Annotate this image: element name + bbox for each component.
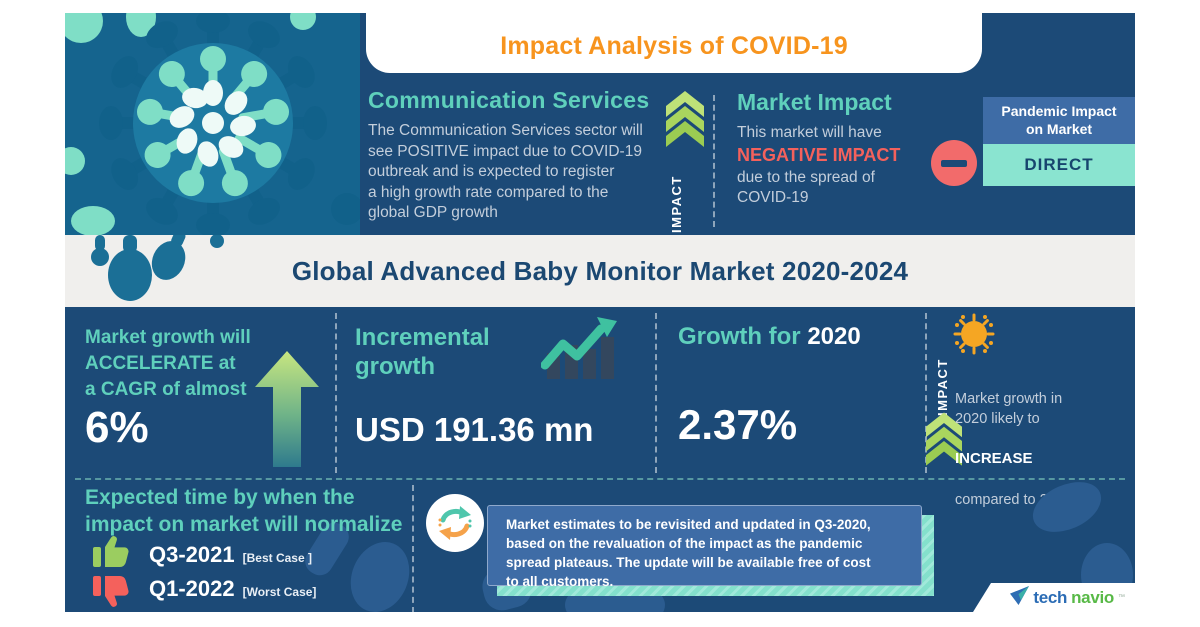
normalize-heading: Expected time by when the impact on mark… [85,486,403,536]
thumbs-down-icon [93,569,131,608]
note-box: Market estimates to be revisited and upd… [487,505,922,589]
market-impact-line1: This market will have [737,124,882,141]
growth-2020-heading: Growth for 2020 [678,323,861,351]
pandemic-impact-box: Pandemic Impact on Market DIRECT [983,97,1135,186]
market-title-band: Global Advanced Baby Monitor Market 2020… [65,235,1135,307]
pandemic-impact-value: DIRECT [983,144,1135,186]
best-case-value: Q3-2021 [149,541,235,567]
best-case-label: [Best Case ] [242,550,312,565]
increase-highlight: INCREASE [955,450,1033,467]
growth-heading-text: Growth for [678,323,801,350]
stats-divider-2 [655,313,657,473]
up-chevrons-icon-2 [925,412,963,471]
sector-description: The Communication Services sector will s… [368,122,643,222]
negative-impact-highlight: NEGATIVE IMPACT [737,144,901,165]
market-impact-rest: due to the spread of COVID-19 [737,168,875,207]
virus-tendrils-icon [67,230,297,307]
thumbs-up-icon [93,535,131,574]
incremental-growth-value: USD 191.36 mn [355,411,594,448]
growth-chart-icon [540,317,617,386]
horizontal-divider [75,478,1125,480]
worst-case-row: Q1-2022 [Worst Case] [93,569,316,608]
page-title: Impact Analysis of COVID-19 [500,31,848,60]
brand-banner: tech navio ™ [973,583,1135,612]
cagr-value: 6% [85,403,149,452]
market-title: Global Advanced Baby Monitor Market 2020… [291,255,909,286]
title-banner: Impact Analysis of COVID-19 [366,13,982,73]
cagr-heading: Market growth will ACCELERATE at a CAGR … [85,327,251,401]
best-case-row: Q3-2021 [Best Case ] [93,535,312,574]
pandemic-impact-label: Pandemic Impact on Market [983,97,1135,144]
incremental-growth-heading: Incremental growth [355,324,490,381]
minus-icon [931,140,977,186]
market-impact-heading: Market Impact [737,89,892,115]
coronavirus-illustration [57,0,363,237]
stats-divider-1 [335,313,337,473]
sector-heading: Communication Services [368,87,650,113]
impact-vertical-label-2: IMPACT [935,358,950,416]
worst-case-label: [Worst Case] [242,584,317,599]
bottom-divider [412,485,414,613]
up-arrow-icon [255,351,319,472]
up-chevrons-icon [666,91,704,152]
growth-2020-value: 2.37% [678,401,798,448]
infographic: Impact Analysis of COVID-19 Communicatio… [57,0,1135,627]
growth-heading-year: 2020 [807,323,861,350]
market-impact-description: This market will have NEGATIVE IMPACT du… [737,123,900,209]
impact-vertical-label: IMPACT [669,175,684,233]
header-divider [713,95,715,227]
brand-name-tech: tech [1033,587,1068,607]
coronavirus-icon [57,0,363,237]
impact-2020-line1: Market growth in 2020 likely to [955,391,1063,427]
stats-divider-3 [925,313,927,473]
trademark-symbol: ™ [1118,594,1125,601]
brand-name-navio: navio [1071,587,1114,607]
worst-case-value: Q1-2022 [149,575,235,601]
technavio-logo-icon [1010,585,1030,610]
refresh-icon [426,494,484,552]
note-text: Market estimates to be revisited and upd… [506,517,871,590]
virus-sun-icon [953,313,995,360]
